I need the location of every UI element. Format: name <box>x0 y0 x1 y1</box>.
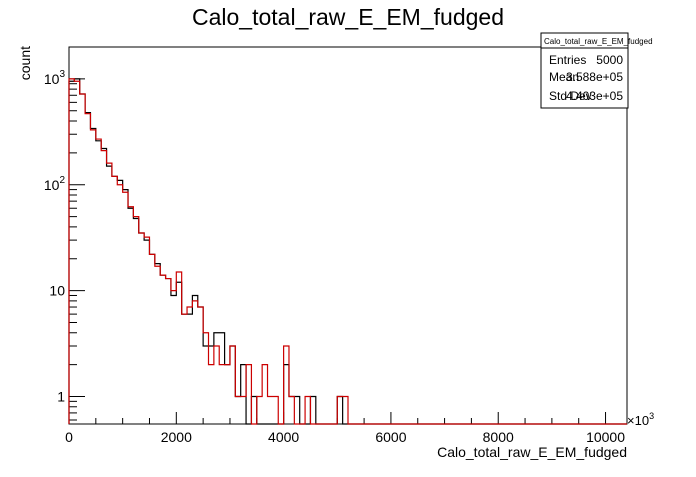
axes-group: 0 2000 4000 6000 8000 10000 1 10 102 103 <box>44 46 628 445</box>
stats-entries-label: Entries <box>549 53 586 67</box>
histogram-series-1 <box>68 78 627 425</box>
chart-title: Calo_total_raw_E_EM_fudged <box>192 4 504 30</box>
histogram-series-2 <box>68 78 627 425</box>
stats-box: Calo_total_raw_E_EM_fudged Entries 5000 … <box>540 32 653 109</box>
x-tick-label: 0 <box>65 429 73 445</box>
y-tick-label: 103 <box>44 69 66 87</box>
x-multiplier-label: ×103 <box>627 411 654 428</box>
y-tick-label: 10 <box>49 283 65 299</box>
stats-entries-value: 5000 <box>596 53 623 67</box>
stats-stddev-label: Std Dev <box>549 89 592 103</box>
stats-stddev-value: 4.403e+05 <box>566 89 623 103</box>
x-tick-label: 10000 <box>586 429 625 445</box>
x-axis-label: Calo_total_raw_E_EM_fudged <box>437 444 627 460</box>
stats-box-title: Calo_total_raw_E_EM_fudged <box>544 37 653 46</box>
x-tick-label: 6000 <box>375 429 406 445</box>
y-tick-label: 1 <box>57 389 65 405</box>
x-tick-label: 8000 <box>483 429 514 445</box>
y-axis-label: count <box>17 46 33 80</box>
y-tick-label: 102 <box>44 175 66 193</box>
x-tick-label: 4000 <box>268 429 299 445</box>
stats-mean-label: Mean <box>549 70 579 84</box>
stats-mean-value: 3.588e+05 <box>566 70 623 84</box>
series-layer <box>68 78 627 425</box>
x-tick-label: 2000 <box>161 429 192 445</box>
